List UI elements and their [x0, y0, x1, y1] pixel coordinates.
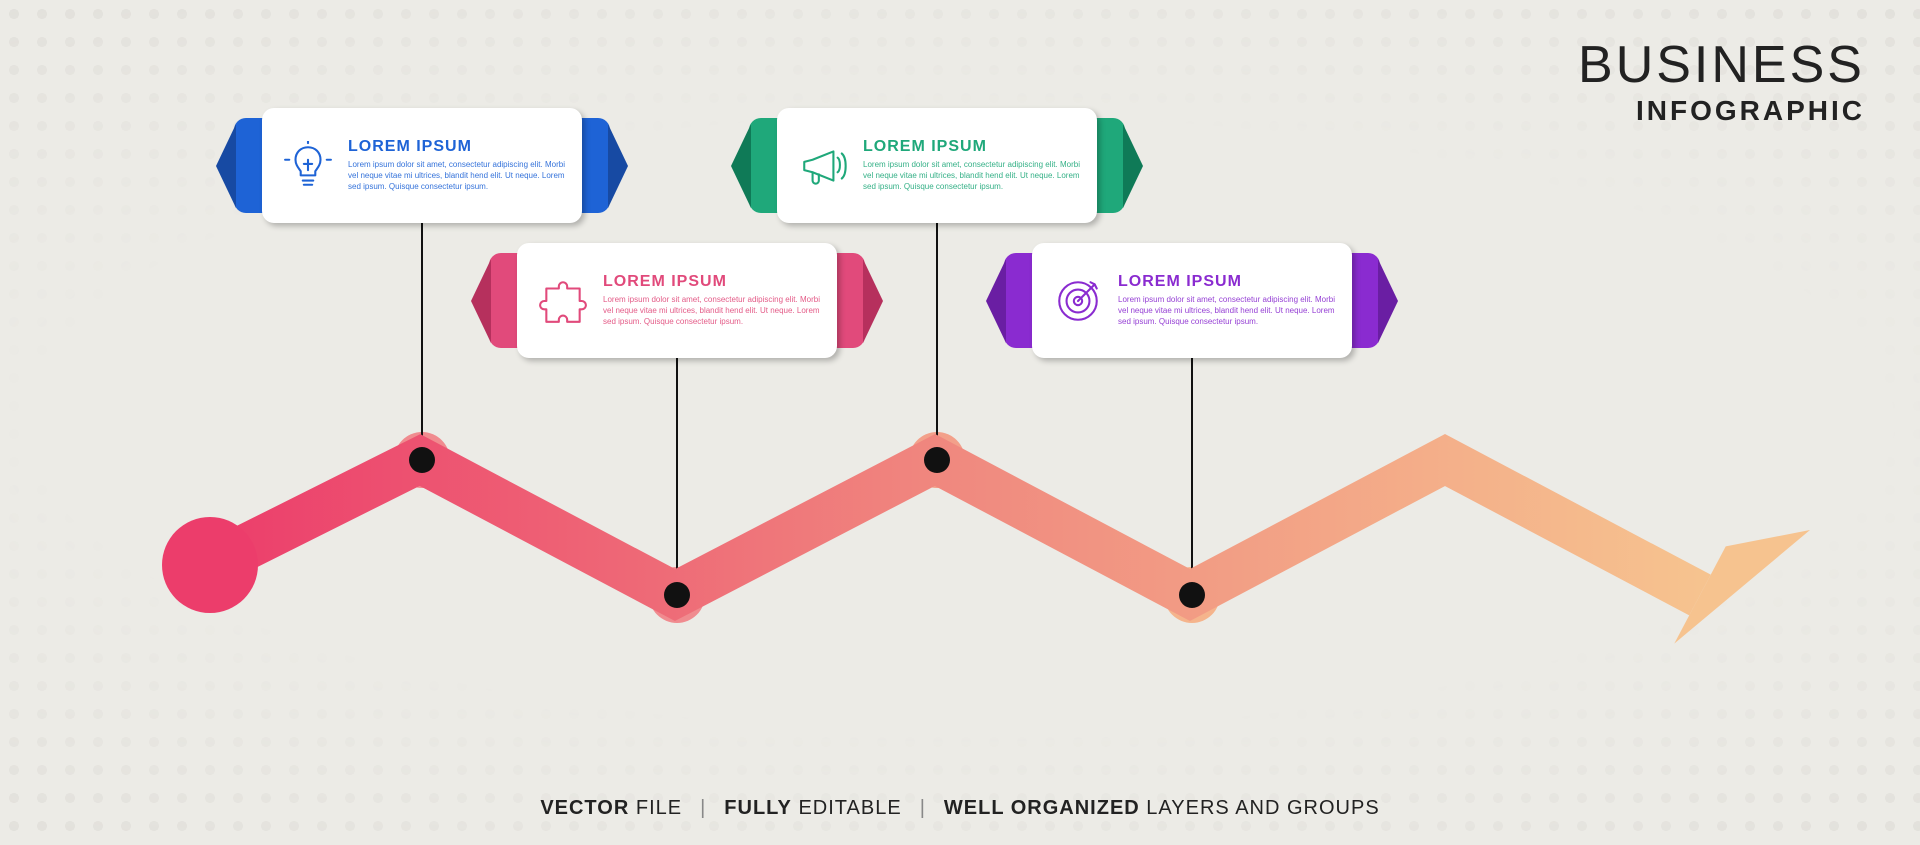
card-title: LOREM IPSUM: [863, 138, 1081, 156]
info-card-3: LOREM IPSUM Lorem ipsum dolor sit amet, …: [777, 108, 1097, 223]
footer-caption: VECTOR FILE | FULLY EDITABLE | WELL ORGANIZE…: [0, 797, 1920, 820]
card-desc: Lorem ipsum dolor sit amet, consectetur …: [603, 295, 821, 327]
card-text: LOREM IPSUM Lorem ipsum dolor sit amet, …: [1108, 273, 1336, 327]
footer-separator: |: [700, 797, 706, 819]
footer-text: LAYERS AND GROUPS: [1140, 797, 1380, 819]
info-card-4: LOREM IPSUM Lorem ipsum dolor sit amet, …: [1032, 243, 1352, 358]
card-title: LOREM IPSUM: [348, 138, 566, 156]
info-card-2: LOREM IPSUM Lorem ipsum dolor sit amet, …: [517, 243, 837, 358]
info-card-1: LOREM IPSUM Lorem ipsum dolor sit amet, …: [262, 108, 582, 223]
card-body: LOREM IPSUM Lorem ipsum dolor sit amet, …: [1032, 243, 1352, 358]
card-desc: Lorem ipsum dolor sit amet, consectetur …: [1118, 295, 1336, 327]
footer-text: FILE: [629, 797, 682, 819]
card-desc: Lorem ipsum dolor sit amet, consectetur …: [348, 160, 566, 192]
card-body: LOREM IPSUM Lorem ipsum dolor sit amet, …: [777, 108, 1097, 223]
footer-text: EDITABLE: [792, 797, 902, 819]
card-text: LOREM IPSUM Lorem ipsum dolor sit amet, …: [338, 138, 566, 192]
footer-text: FULLY: [724, 797, 792, 819]
card-body: LOREM IPSUM Lorem ipsum dolor sit amet, …: [517, 243, 837, 358]
anchor-dot: [664, 582, 690, 608]
card-text: LOREM IPSUM Lorem ipsum dolor sit amet, …: [593, 273, 821, 327]
card-desc: Lorem ipsum dolor sit amet, consectetur …: [863, 160, 1081, 192]
bulb-icon: [278, 141, 338, 191]
anchor-dot: [409, 447, 435, 473]
target-icon: [1048, 276, 1108, 326]
footer-text: VECTOR: [540, 797, 629, 819]
footer-separator: |: [920, 797, 926, 819]
anchor-dot: [1179, 582, 1205, 608]
card-body: LOREM IPSUM Lorem ipsum dolor sit amet, …: [262, 108, 582, 223]
puzzle-icon: [533, 276, 593, 326]
card-title: LOREM IPSUM: [603, 273, 821, 291]
megaphone-icon: [793, 141, 853, 191]
anchor-dot: [924, 447, 950, 473]
card-title: LOREM IPSUM: [1118, 273, 1336, 291]
footer-text: WELL ORGANIZED: [944, 797, 1140, 819]
card-text: LOREM IPSUM Lorem ipsum dolor sit amet, …: [853, 138, 1081, 192]
